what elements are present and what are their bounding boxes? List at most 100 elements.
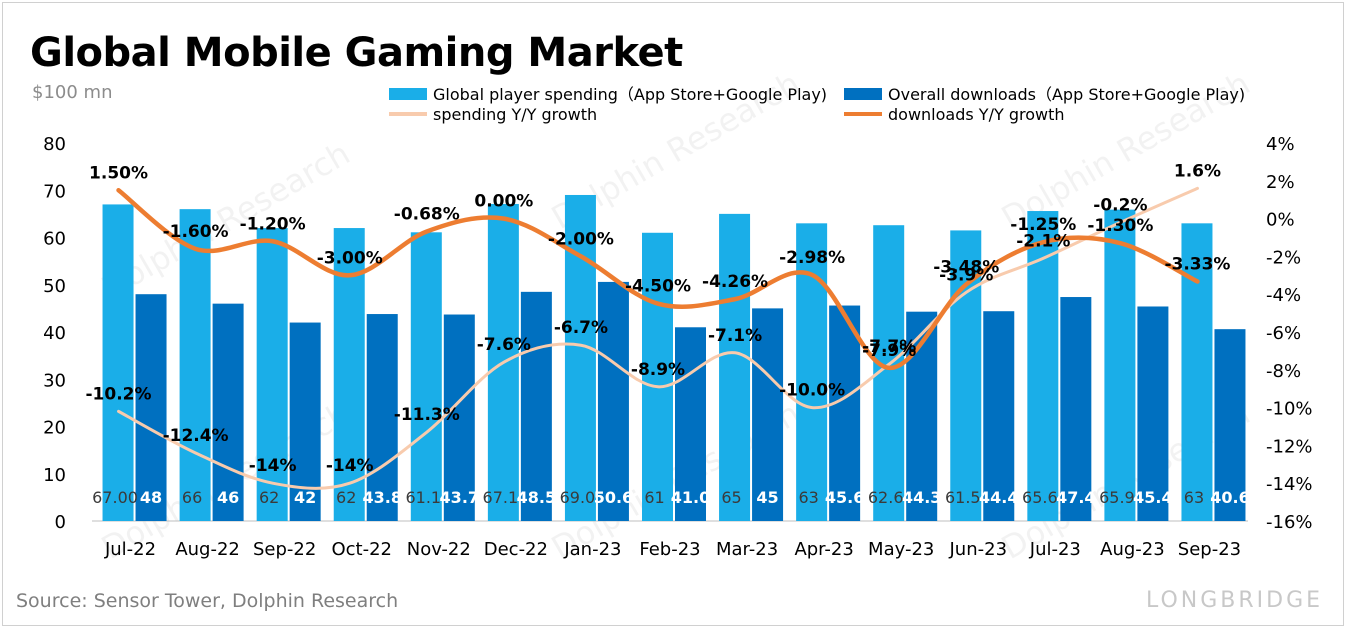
downloads-bar-label: 48.5 <box>517 488 556 507</box>
spending-bar-label: 67.1 <box>483 488 519 507</box>
downloads-growth-label: -7.9% <box>862 341 916 361</box>
spending-growth-label: -7.1% <box>708 326 762 346</box>
y-right-tick-label: -12% <box>1266 436 1313 457</box>
downloads-growth-label: 1.50% <box>89 163 148 183</box>
y-left-tick-label: 70 <box>43 181 66 202</box>
x-tick-label: Jul-23 <box>1029 539 1081 560</box>
y-right-tick-label: 0% <box>1266 210 1295 231</box>
spending-bar <box>796 223 828 521</box>
legend-label: downloads Y/Y growth <box>888 105 1064 124</box>
x-tick-label: Oct-22 <box>331 539 392 560</box>
downloads-bar-label: 43.7 <box>440 488 479 507</box>
y-right-tick-label: -4% <box>1266 285 1301 306</box>
data-labels-layer: 67.00 66 62 62 61.1 67.1 69.0 61 65 63 62.6 61.5 65.… <box>86 161 1250 507</box>
downloads-bar <box>366 314 398 521</box>
y-left-tick-label: 30 <box>43 370 66 391</box>
spending-bar-label: 65.6 <box>1022 488 1058 507</box>
spending-growth-label: -14% <box>326 456 374 476</box>
y-left-tick-label: 80 <box>43 134 66 155</box>
spending-growth-label: -6.7% <box>554 318 608 338</box>
x-tick-label: Aug-23 <box>1100 539 1165 560</box>
spending-bar-label: 62 <box>259 488 279 507</box>
spending-growth-label: -14% <box>249 456 297 476</box>
downloads-bar <box>443 314 475 521</box>
downloads-growth-label: -4.26% <box>702 272 768 292</box>
x-tick-label: Apr-23 <box>794 539 853 560</box>
x-tick-label: Mar-23 <box>716 539 778 560</box>
x-tick-label: Aug-22 <box>175 539 240 560</box>
spending-growth-label: -10.0% <box>779 381 845 401</box>
y-left-tick-label: 50 <box>43 276 66 297</box>
downloads-bar-label: 44.3 <box>902 488 941 507</box>
downloads-growth-label: -3.48% <box>933 257 999 277</box>
spending-growth-label: -0.2% <box>1093 195 1147 215</box>
downloads-bar <box>212 303 244 521</box>
spending-bar-label: 62 <box>336 488 356 507</box>
downloads-bar-label: 43.8 <box>362 488 401 507</box>
downloads-bar <box>983 311 1015 521</box>
spending-bar <box>410 232 442 522</box>
x-tick-label: Jun-23 <box>949 539 1008 560</box>
spending-bar-label: 62.6 <box>868 488 904 507</box>
downloads-bar-label: 45 <box>756 488 778 507</box>
spending-growth-label: -2.1% <box>1016 231 1070 251</box>
downloads-bar-label: 40.6 <box>1210 488 1249 507</box>
spending-bar-label: 69.0 <box>560 488 596 507</box>
x-tick-label: Sep-22 <box>253 539 316 560</box>
y-right-tick-label: -6% <box>1266 323 1301 344</box>
spending-bar <box>179 209 211 521</box>
downloads-growth-label: 0.00% <box>474 192 533 212</box>
downloads-bar <box>752 308 784 521</box>
downloads-bar <box>520 291 552 521</box>
downloads-bar-label: 44.4 <box>979 488 1018 507</box>
spending-bar-label: 67.00 <box>92 488 138 507</box>
spending-bar-label: 61.5 <box>945 488 981 507</box>
downloads-growth-label: -3.33% <box>1164 255 1230 275</box>
downloads-bar <box>135 294 167 521</box>
downloads-growth-label: -1.20% <box>240 214 306 234</box>
spending-bar-label: 61 <box>644 488 664 507</box>
downloads-growth-label: -1.25% <box>1010 215 1076 235</box>
downloads-bar <box>675 327 706 521</box>
spending-growth-label: -7.7% <box>862 337 916 357</box>
legend-label: spending Y/Y growth <box>433 105 597 124</box>
source-note: Source: Sensor Tower, Dolphin Research <box>16 590 399 612</box>
spending-growth-label: 1.6% <box>1174 161 1221 181</box>
y-left-tick-label: 10 <box>43 465 66 486</box>
x-tick-label: May-23 <box>868 539 934 560</box>
downloads-bar-label: 45.4 <box>1133 488 1172 507</box>
y-left-tick-label: 20 <box>43 418 66 439</box>
downloads-bar <box>1060 297 1092 521</box>
watermark-text: Dolphin Research <box>95 134 356 307</box>
spending-bar-label: 65 <box>721 488 741 507</box>
downloads-bar-label: 41.0 <box>671 488 710 507</box>
spending-bar <box>256 228 288 522</box>
spending-bar <box>1104 209 1136 521</box>
y-right-tick-label: -10% <box>1266 399 1313 420</box>
y-left-tick-label: 0 <box>55 512 66 533</box>
downloads-bar-label: 45.6 <box>825 488 864 507</box>
downloads-bar-label: 46 <box>217 488 239 507</box>
downloads-bar-label: 47.4 <box>1056 488 1095 507</box>
spending-bar-label: 63 <box>798 488 818 507</box>
downloads-bar <box>829 305 861 521</box>
downloads-bar <box>1214 329 1246 521</box>
spending-bar-label: 65.9 <box>1099 488 1135 507</box>
spending-bar-label: 66 <box>182 488 202 507</box>
downloads-bar-label: 42 <box>294 488 316 507</box>
downloads-growth-line <box>116 188 1200 371</box>
y-right-tick-label: -2% <box>1266 247 1301 268</box>
y-right-tick-label: -8% <box>1266 361 1301 382</box>
downloads-bar-label: 50.6 <box>594 488 633 507</box>
downloads-growth-label: -4.50% <box>625 277 691 297</box>
y-right-tick-label: -16% <box>1266 512 1313 533</box>
spending-growth-label: -8.9% <box>631 360 685 380</box>
y-right-tick-label: -14% <box>1266 474 1313 495</box>
spending-growth-label: -12.4% <box>163 426 229 446</box>
brand-logo: LONGBRIDGE <box>1146 588 1324 613</box>
downloads-bar-label: 48 <box>140 488 162 507</box>
spending-growth-label: -11.3% <box>394 405 460 425</box>
downloads-growth-label: -2.00% <box>548 229 614 249</box>
